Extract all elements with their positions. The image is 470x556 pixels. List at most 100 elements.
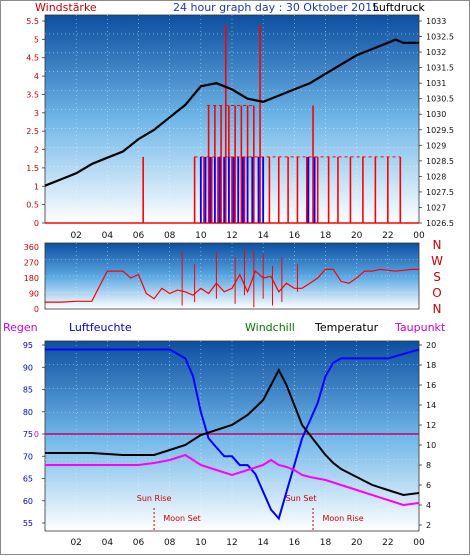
- x-tick-label: 14: [257, 231, 269, 241]
- pressure-label: Luftdruck: [373, 1, 425, 14]
- temperature-y-tick: 10: [426, 441, 436, 450]
- pressure-y-tick: 1026.5: [426, 219, 454, 228]
- pressure-y-tick: 1032.5: [426, 33, 454, 42]
- x-tick-label: 10: [195, 231, 207, 241]
- temperature-y-tick: 8: [426, 461, 431, 470]
- pressure-y-tick: 1030: [426, 110, 446, 119]
- wind-pressure-grid: [45, 15, 419, 223]
- humidity-temperature-panel: [44, 340, 420, 532]
- regen-label: Regen: [3, 321, 38, 334]
- temperature-y-tick: 2: [426, 521, 431, 530]
- x-tick-label: 14: [257, 538, 269, 548]
- pressure-y-tick: 1031.5: [426, 64, 454, 73]
- x-tick-label: 18: [320, 231, 332, 241]
- moon-set-label: Moon Set: [163, 514, 200, 523]
- wind-y-tick: 2: [34, 146, 39, 155]
- wind-x-axis: 02 04 06 08 10 12 14 16 18 20 22 00: [70, 231, 425, 241]
- pressure-y-tick: 1029: [426, 141, 446, 150]
- temperatur-label: Temperatur: [314, 321, 379, 334]
- temperature-y-tick: 14: [426, 401, 436, 410]
- direction-y-tick: 0: [34, 305, 39, 314]
- taupunkt-label: Taupunkt: [394, 321, 446, 334]
- pressure-series: [44, 38, 419, 187]
- x-tick-label: 02: [70, 231, 81, 241]
- wind-y-tick: 1.5: [26, 164, 39, 173]
- wind-direction-line: [45, 248, 419, 308]
- pressure-y-tick: 1027.5: [426, 188, 454, 197]
- wind-y-tick: 0: [34, 219, 39, 228]
- compass-label: S: [433, 270, 441, 284]
- wind-y-tick: 3.5: [26, 90, 39, 99]
- temperature-series: [45, 367, 420, 497]
- wind-y-tick: 4: [34, 72, 39, 81]
- pressure-y-tick: 1030.5: [426, 95, 454, 104]
- humidity-y-axis: 55 60 65 70 75 80 85 90 95 0: [23, 341, 45, 528]
- sun-rise-label: Sun Rise: [137, 494, 172, 503]
- bottom-x-axis: 02 04 06 08 10 12 14 16 18 20 22 00: [70, 538, 425, 548]
- temperature-y-tick: 12: [426, 421, 436, 430]
- humidity-y-tick: 65: [23, 475, 33, 484]
- wind-y-tick: 0.5: [26, 201, 39, 210]
- humidity-y-tick: 95: [23, 341, 33, 350]
- humidity-y-tick: 80: [23, 408, 33, 417]
- temperature-y-axis: 2 4 6 8 10 12 14 16 18 20: [419, 341, 436, 530]
- temperature-y-tick: 20: [426, 341, 436, 350]
- sun-set-label: Sun Set: [286, 494, 317, 503]
- x-tick-label: 04: [102, 538, 114, 548]
- wind-label: Windstärke: [35, 1, 97, 14]
- luftfeuchte-label: Luftfeuchte: [69, 321, 132, 334]
- x-tick-label: 20: [351, 231, 363, 241]
- direction-series: [45, 268, 419, 303]
- compass-label: O: [432, 286, 441, 300]
- pressure-line: [44, 38, 419, 187]
- compass-label: W: [431, 254, 443, 268]
- x-tick-label: 22: [382, 538, 393, 548]
- direction-y-tick: 90: [29, 290, 39, 299]
- x-tick-label: 04: [102, 231, 114, 241]
- x-tick-label: 12: [226, 231, 237, 241]
- direction-y-tick: 360: [24, 243, 39, 252]
- x-tick-label: 16: [289, 538, 301, 548]
- dewpoint-series: [45, 453, 420, 507]
- x-tick-label: 12: [226, 538, 237, 548]
- pressure-y-tick: 1028: [426, 172, 446, 181]
- temperature-y-tick: 16: [426, 381, 436, 390]
- temperature-y-tick: 18: [426, 361, 436, 370]
- wind-y-tick: 5.5: [26, 17, 39, 26]
- x-tick-label: 06: [133, 538, 145, 548]
- compass-label: N: [433, 302, 442, 316]
- page-title: 24 hour graph day : 30 Oktober 2015: [173, 1, 379, 14]
- pressure-y-tick: 1028.5: [426, 157, 454, 166]
- wind-y-axis: 0 0.5 1 1.5 2 2.5 3 3.5 4 4.5 5 5.5: [26, 17, 45, 228]
- wind-y-tick: 2.5: [26, 127, 39, 136]
- x-tick-label: 08: [164, 231, 176, 241]
- wind-y-tick: 3: [34, 109, 39, 118]
- wind-y-tick: 4.5: [26, 54, 39, 63]
- windchill-label: Windchill: [245, 321, 295, 334]
- humidity-y-tick: 60: [23, 497, 33, 506]
- rain-y-tick: 0: [34, 430, 39, 439]
- pressure-y-tick: 1032: [426, 48, 446, 57]
- pressure-y-tick: 1031: [426, 79, 446, 88]
- pressure-y-tick: 1027: [426, 203, 446, 212]
- direction-y-tick: 270: [24, 259, 39, 268]
- moon-rise-label: Moon Rise: [322, 514, 363, 523]
- x-tick-label: 02: [70, 538, 81, 548]
- pressure-y-axis: 1026.5 1027 1027.5 1028 1028.5 1029 1029.5 1030…: [419, 17, 454, 228]
- sun-moon-events: Sun Rise Moon Set Sun Set Moon Rise: [137, 494, 364, 531]
- x-tick-label: 22: [382, 231, 393, 241]
- humidity-y-tick: 55: [23, 519, 33, 528]
- x-tick-label: 00: [413, 231, 425, 241]
- temperature-y-tick: 6: [426, 481, 431, 490]
- x-tick-label: 20: [351, 538, 363, 548]
- x-tick-label: 06: [133, 231, 145, 241]
- compass-label: N: [433, 238, 442, 252]
- temperature-y-tick: 4: [426, 501, 431, 510]
- x-tick-label: 10: [195, 538, 207, 548]
- x-tick-label: 16: [289, 231, 301, 241]
- humidity-y-tick: 70: [23, 452, 33, 461]
- x-tick-label: 08: [164, 538, 176, 548]
